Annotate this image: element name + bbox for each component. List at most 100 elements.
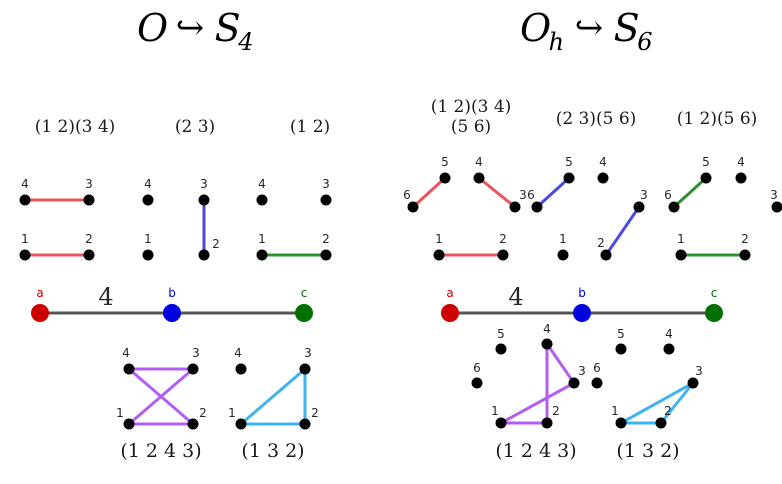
vertex-label-6: 6: [527, 188, 535, 202]
vertex-label-2: 2: [199, 406, 207, 420]
vertex-5: [495, 343, 507, 355]
coxeter-node-label-b: b: [168, 286, 176, 300]
product-1243-graph: 4 3 1 2: [116, 346, 207, 430]
vertex-label-1: 1: [677, 232, 685, 246]
product-label-1243: (1 2 4 3): [495, 440, 577, 462]
vertex-2: [299, 418, 311, 430]
generator-a-graph: 5 6 4 3 1 2: [403, 155, 527, 261]
vertex-label-4: 4: [543, 322, 551, 336]
panel-oh-s6: Oh ↪ S6 (1 2)(3 4) (5 6) (2 3)(5 6) (1 2)(…: [391, 0, 782, 484]
coxeter-node-b: [573, 304, 591, 322]
vertex-3: [771, 201, 782, 213]
title-group: O: [520, 6, 552, 50]
vertex-label-6: 6: [473, 361, 481, 375]
panel-title-right: Oh ↪ S6: [391, 6, 782, 56]
vertex-label-4: 4: [737, 155, 745, 169]
coxeter-node-label-c: c: [301, 286, 308, 300]
vertex-label-6: 6: [403, 188, 411, 202]
vertex-label-1: 1: [559, 232, 567, 246]
vertex-label-3: 3: [200, 177, 208, 191]
generator-label-c: (1 2)(5 6): [676, 109, 758, 129]
coxeter-node-label-b: b: [578, 286, 586, 300]
vertex-2: [320, 249, 332, 261]
vertex-label-2: 2: [311, 406, 319, 420]
vertex-4: [663, 343, 675, 355]
vertex-3: [568, 377, 580, 389]
vertex-2: [198, 249, 210, 261]
vertex-label-1: 1: [116, 406, 124, 420]
edge-3-2: [659, 382, 695, 424]
embedding-arrow-icon: ↪: [574, 8, 604, 48]
edge-2-3: [604, 206, 641, 256]
vertex-6: [591, 377, 603, 389]
vertex-3: [187, 363, 199, 375]
vertex-5: [615, 343, 627, 355]
vertex-5: [563, 172, 575, 184]
generator-label-a-line1: (1 2)(3 4): [430, 97, 512, 117]
vertex-label-2: 2: [741, 232, 749, 246]
vertex-4: [541, 338, 553, 350]
product-label-132: (1 3 2): [241, 440, 305, 462]
edge-6-5: [535, 176, 571, 209]
vertex-5: [439, 172, 451, 184]
vertex-label-1: 1: [21, 232, 29, 246]
product-label-132: (1 3 2): [616, 440, 680, 462]
vertex-2: [600, 249, 612, 261]
vertex-2: [497, 249, 509, 261]
vertex-label-4: 4: [258, 177, 266, 191]
vertex-label-6: 6: [664, 188, 672, 202]
vertex-label-2: 2: [212, 237, 220, 251]
vertex-3: [83, 194, 95, 206]
vertex-label-4: 4: [21, 177, 29, 191]
vertex-label-4: 4: [599, 155, 607, 169]
generator-c-graph: 4 3 1 2: [256, 177, 332, 261]
vertex-label-2: 2: [322, 232, 330, 246]
vertex-label-2: 2: [499, 232, 507, 246]
vertex-label-5: 5: [565, 155, 573, 169]
coxeter-diagram-left: a b c 4: [31, 283, 313, 322]
vertex-1: [256, 249, 268, 261]
vertex-6: [471, 377, 483, 389]
vertex-2: [541, 417, 553, 429]
vertex-label-3: 3: [304, 346, 312, 360]
vertex-label-4: 4: [665, 327, 673, 341]
vertex-label-2: 2: [552, 404, 560, 418]
vertex-4: [256, 194, 268, 206]
title-group: O: [137, 6, 169, 50]
vertex-3: [299, 363, 311, 375]
vertex-1: [142, 249, 154, 261]
product-132-graph: 5 4 6 3 1 2: [591, 327, 703, 429]
vertex-label-4: 4: [234, 346, 242, 360]
vertex-label-3: 3: [770, 188, 778, 202]
title-target-subscript: 6: [637, 27, 653, 56]
vertex-label-5: 5: [617, 327, 625, 341]
vertex-3: [320, 194, 332, 206]
coxeter-edge-label-4: 4: [98, 283, 113, 311]
right-generator-graphs: 5 6 4 3 1 2 5 6 4 3 1: [403, 155, 782, 429]
title-target-subscript: 4: [238, 27, 254, 56]
vertex-label-3: 3: [519, 188, 527, 202]
edge-3-1: [240, 367, 306, 426]
vertex-2: [187, 418, 199, 430]
coxeter-node-a: [31, 304, 49, 322]
vertex-6: [531, 201, 543, 213]
vertex-label-3: 3: [578, 364, 586, 378]
edge-6-5: [672, 176, 708, 209]
vertex-label-1: 1: [258, 232, 266, 246]
coxeter-edge-label-4: 4: [508, 283, 523, 311]
vertex-4: [123, 363, 135, 375]
coxeter-node-label-a: a: [36, 286, 43, 300]
vertex-label-5: 5: [441, 155, 449, 169]
generator-label-b: (2 3): [174, 117, 216, 137]
vertex-label-5: 5: [497, 327, 505, 341]
vertex-4: [473, 172, 485, 184]
edge-6-5: [411, 176, 447, 209]
vertex-3: [687, 377, 699, 389]
title-target: S: [613, 6, 641, 50]
vertex-label-2: 2: [85, 232, 93, 246]
vertex-4: [142, 194, 154, 206]
generator-label-b: (2 3)(5 6): [555, 109, 637, 129]
vertex-4: [597, 172, 609, 184]
product-label-1243: (1 2 4 3): [120, 440, 202, 462]
